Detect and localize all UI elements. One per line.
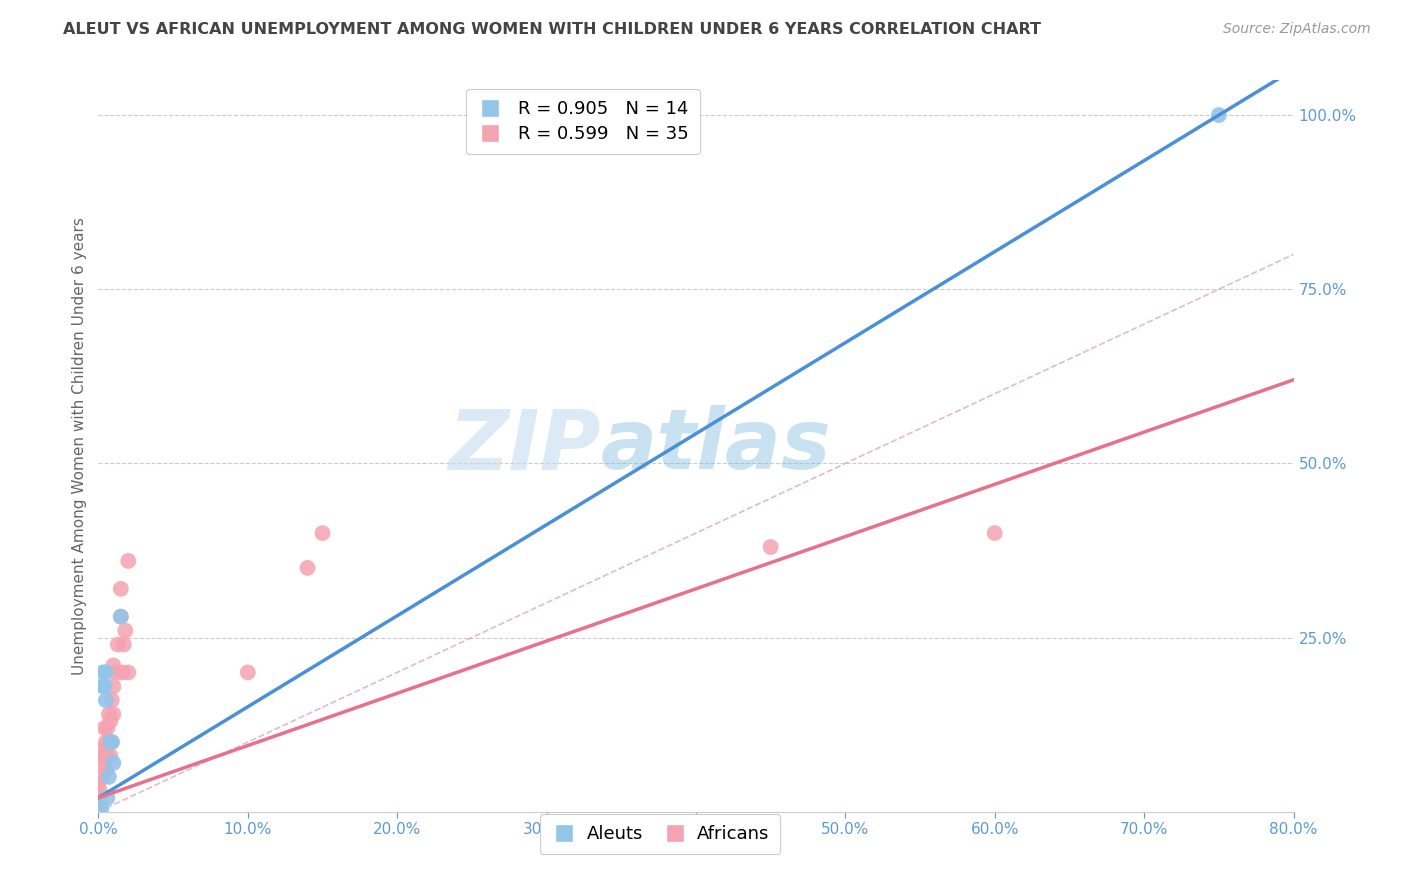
Point [91, 770, 114, 784]
Text: ZIP: ZIP [447, 406, 600, 486]
Point [96, 721, 118, 735]
Point [101, 735, 124, 749]
Point [103, 679, 125, 693]
Point [759, 540, 782, 554]
Text: atlas: atlas [600, 406, 831, 486]
Point [96, 790, 118, 805]
Point [89, 784, 111, 798]
Point [96, 749, 118, 764]
Point [91, 742, 114, 756]
Point [117, 665, 139, 680]
Point [94, 735, 117, 749]
Point [110, 582, 132, 596]
Text: ALEUT VS AFRICAN UNEMPLOYMENT AMONG WOMEN WITH CHILDREN UNDER 6 YEARS CORRELATIO: ALEUT VS AFRICAN UNEMPLOYMENT AMONG WOME… [63, 22, 1042, 37]
Point [91, 665, 114, 680]
Point [311, 526, 333, 541]
Point [103, 707, 125, 722]
Point [87, 777, 110, 791]
Legend: Aleuts, Africans: Aleuts, Africans [540, 814, 780, 854]
Point [87, 801, 110, 815]
Point [110, 609, 132, 624]
Point [87, 790, 110, 805]
Point [103, 658, 125, 673]
Point [91, 679, 114, 693]
Point [107, 638, 129, 652]
Point [111, 665, 134, 680]
Point [93, 679, 115, 693]
Point [1208, 108, 1230, 122]
Point [98, 735, 122, 749]
Point [93, 756, 115, 770]
Point [97, 770, 120, 784]
Point [110, 609, 132, 624]
Point [101, 735, 124, 749]
Point [117, 554, 139, 568]
Point [101, 693, 124, 707]
Point [97, 707, 120, 722]
Point [94, 693, 117, 707]
Point [112, 638, 135, 652]
Point [103, 756, 125, 770]
Point [236, 665, 259, 680]
Point [105, 665, 128, 680]
Point [90, 801, 112, 815]
Y-axis label: Unemployment Among Women with Children Under 6 years: Unemployment Among Women with Children U… [72, 217, 87, 675]
Point [94, 665, 117, 680]
Point [114, 624, 136, 638]
Point [94, 763, 117, 777]
Point [984, 526, 1007, 541]
Point [98, 749, 122, 764]
Point [93, 721, 115, 735]
Point [97, 735, 120, 749]
Point [297, 561, 319, 575]
Text: Source: ZipAtlas.com: Source: ZipAtlas.com [1223, 22, 1371, 37]
Point [90, 749, 112, 764]
Point [98, 714, 122, 728]
